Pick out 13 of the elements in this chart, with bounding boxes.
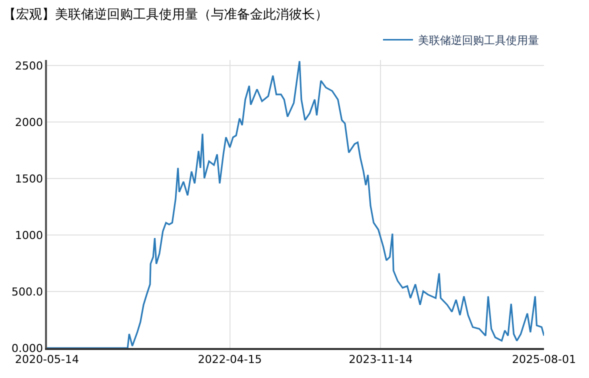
y-tick-label: 2000 [15, 116, 44, 129]
x-tick-label: 2022-04-15 [198, 352, 262, 366]
x-tick-label: 2023-11-14 [348, 352, 413, 366]
x-tick-label: 2025-08-01 [512, 352, 576, 366]
legend-label: 美联储逆回购工具使用量 [418, 34, 539, 48]
y-tick-label: 2500 [15, 60, 44, 72]
chart-title: 【宏观】美联储逆回购工具使用量（与准备金此消彼长） [2, 6, 328, 23]
y-tick-label: 1000 [15, 228, 44, 242]
line-series [47, 60, 544, 348]
y-tick-label: 500.0 [12, 285, 44, 298]
x-tick-label: 2020-05-14 [15, 352, 79, 366]
y-tick-label: 0.000 [12, 342, 44, 355]
y-tick-label: 1500 [15, 172, 44, 186]
